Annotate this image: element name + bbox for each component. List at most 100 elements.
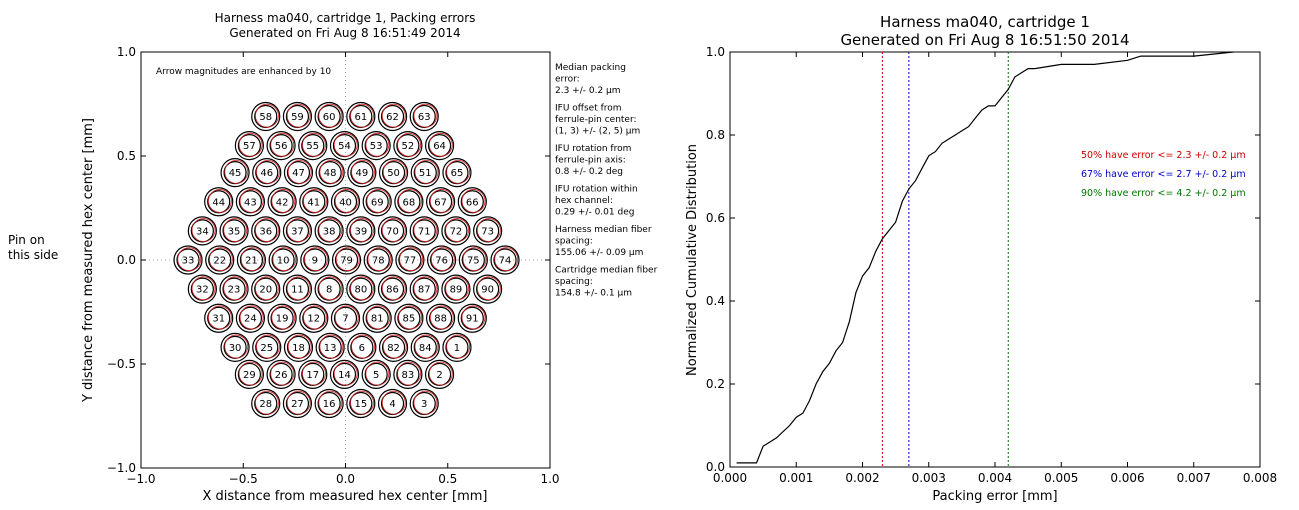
fiber-measured-ring	[351, 159, 375, 184]
right-x-tick-label: 0.000	[713, 471, 747, 485]
fiber-outer-ring	[347, 332, 377, 362]
fiber-80: 80	[346, 274, 376, 304]
fiber-outer-ring	[346, 101, 376, 132]
fiber-measured-ring	[191, 218, 216, 242]
fiber-label: 55	[306, 141, 319, 152]
pin-label-line2: this side	[8, 248, 58, 262]
fiber-outer-ring	[251, 216, 281, 246]
fiber-measured-ring	[413, 276, 438, 301]
fiber-measured-ring	[382, 159, 407, 184]
fiber-50: 50	[378, 158, 409, 188]
fiber-34: 34	[187, 216, 217, 246]
side-note-line: ferrule-pin axis:	[555, 156, 626, 166]
fiber-measured-ring	[223, 218, 248, 242]
fiber-label: 65	[451, 168, 464, 179]
fiber-measured-ring	[381, 218, 406, 242]
fiber-outer-ring	[314, 216, 344, 246]
fiber-measured-ring	[318, 103, 343, 128]
fiber-label: 51	[419, 168, 432, 179]
fiber-label: 24	[244, 314, 257, 325]
fiber-measured-ring	[319, 334, 344, 359]
fiber-label: 47	[292, 168, 305, 179]
right-y-tick-label: 0.4	[706, 294, 725, 308]
fiber-33: 33	[173, 245, 203, 275]
fiber-label: 36	[259, 226, 272, 237]
fiber-outer-ring	[347, 158, 377, 188]
fiber-measured-ring	[428, 361, 453, 386]
fiber-measured-ring	[271, 189, 296, 213]
fiber-outer-ring	[283, 332, 314, 362]
fiber-measured-ring	[445, 218, 470, 242]
fiber-65: 65	[442, 158, 472, 188]
fiber-84: 84	[410, 332, 440, 362]
fiber-measured-ring	[414, 159, 439, 184]
fiber-73: 73	[473, 216, 503, 246]
fiber-outer-ring	[173, 245, 203, 275]
fiber-2: 2	[424, 359, 455, 389]
fiber-label: 59	[291, 112, 304, 123]
right-x-tick-label: 0.001	[779, 471, 813, 485]
fiber-27: 27	[282, 388, 313, 419]
fiber-78: 78	[363, 245, 393, 275]
fiber-outer-ring	[393, 359, 423, 389]
fiber-measured-ring	[255, 390, 279, 415]
fiber-83: 83	[393, 359, 423, 389]
fiber-label: 79	[340, 256, 353, 267]
fiber-56: 56	[266, 131, 296, 161]
fiber-measured-ring	[286, 390, 311, 415]
fiber-outer-ring	[300, 245, 330, 275]
fiber-label: 57	[243, 141, 256, 152]
fiber-label: 85	[403, 314, 416, 325]
fiber-label: 5	[373, 370, 379, 381]
fiber-label: 40	[339, 197, 352, 208]
fiber-outer-ring	[331, 245, 362, 275]
fiber-53: 53	[361, 131, 391, 161]
fiber-outer-ring	[251, 274, 281, 304]
fiber-measured-ring	[223, 276, 248, 301]
fiber-outer-ring	[330, 187, 361, 217]
fiber-label: 23	[228, 285, 241, 296]
fiber-measured-ring	[334, 189, 359, 213]
fiber-70: 70	[377, 216, 408, 246]
side-note-line: 2.3 +/- 0.2 μm	[555, 86, 621, 96]
fiber-label: 82	[387, 343, 400, 354]
fiber-label: 20	[259, 285, 272, 296]
fiber-outer-ring	[425, 187, 456, 217]
fiber-82: 82	[378, 332, 409, 362]
fiber-outer-ring	[298, 131, 328, 161]
fiber-45: 45	[220, 158, 250, 188]
fiber-measured-ring	[303, 189, 327, 213]
fiber-label: 64	[433, 141, 446, 152]
fiber-label: 11	[291, 285, 304, 296]
fiber-outer-ring	[377, 101, 408, 132]
side-note-line: Cartridge median fiber	[555, 266, 658, 276]
fiber-measured-ring	[318, 218, 343, 242]
fiber-outer-ring	[409, 101, 439, 132]
right-chart-subtitle: Generated on Fri Aug 8 16:51:50 2014	[840, 31, 1129, 49]
fiber-label: 72	[450, 226, 463, 237]
fiber-measured-ring	[414, 334, 439, 359]
side-note-line: IFU rotation within	[555, 185, 638, 195]
fiber-label: 37	[291, 226, 304, 237]
fiber-measured-ring	[462, 247, 487, 272]
fiber-60: 60	[314, 101, 344, 132]
fiber-measured-ring	[238, 361, 263, 386]
left-chart-title: Harness ma040, cartridge 1, Packing erro…	[215, 11, 476, 25]
fiber-label: 81	[371, 314, 384, 325]
fiber-48: 48	[315, 158, 345, 188]
fiber-76: 76	[427, 245, 457, 275]
fiber-87: 87	[409, 274, 439, 304]
left-y-tick-label: −0.5	[107, 357, 136, 371]
right-y-tick-label: 1.0	[706, 45, 725, 59]
fiber-measured-ring	[494, 247, 519, 272]
fiber-outer-ring	[314, 274, 344, 304]
fiber-47: 47	[283, 158, 314, 188]
fiber-label: 25	[260, 343, 273, 354]
fiber-86: 86	[377, 274, 408, 304]
left-axis-ticks: −1.0 −0.5 0.0 0.5 1.0 1.0 0.5 0.0 −0.5 −1.0	[107, 45, 560, 486]
fiber-label: 13	[324, 343, 337, 354]
fiber-measured-ring	[256, 334, 280, 359]
fiber-label: 75	[467, 256, 480, 267]
fiber-measured-ring	[191, 276, 216, 301]
